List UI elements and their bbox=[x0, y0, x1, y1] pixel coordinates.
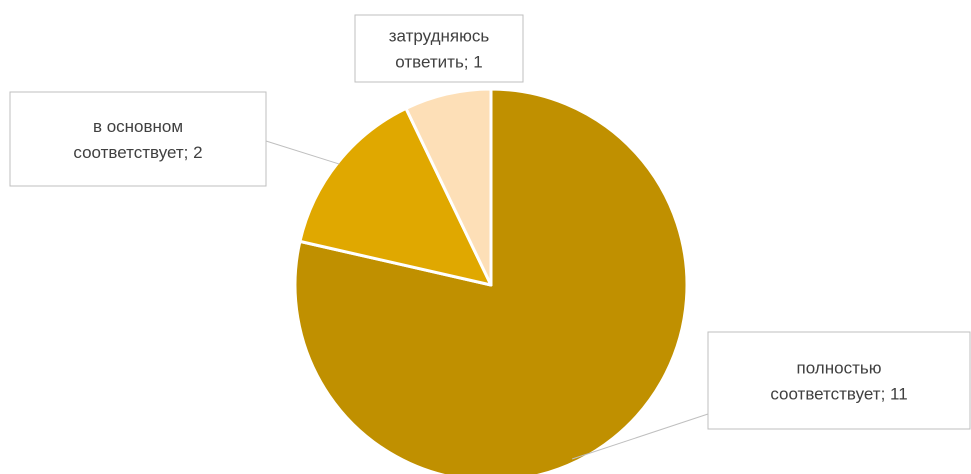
data-label-1-line-2: соответствует; 11 bbox=[770, 385, 907, 404]
data-label-box-3 bbox=[354, 14, 524, 83]
leader-lines-layer bbox=[265, 140, 709, 460]
data-label-box-1 bbox=[707, 331, 971, 430]
pie-slice-1 bbox=[293, 87, 689, 474]
data-labels-layer: полностью соответствует; 11 в основном соот… bbox=[9, 14, 971, 430]
data-label-3-line-2: ответить; 1 bbox=[395, 53, 482, 72]
data-label-1-line-1: полностью bbox=[797, 359, 882, 378]
data-label-3-line-1: затрудняюсь bbox=[389, 27, 490, 46]
data-label-box-2 bbox=[9, 91, 267, 187]
slices-layer bbox=[293, 87, 689, 474]
leader-line-1 bbox=[571, 413, 709, 460]
pie-slice-2 bbox=[298, 106, 493, 287]
pie-slice-3 bbox=[404, 87, 493, 287]
data-label-2-line-2: соответствует; 2 bbox=[73, 143, 202, 162]
leader-line-2 bbox=[265, 140, 340, 165]
data-label-2-line-1: в основном bbox=[93, 117, 183, 136]
